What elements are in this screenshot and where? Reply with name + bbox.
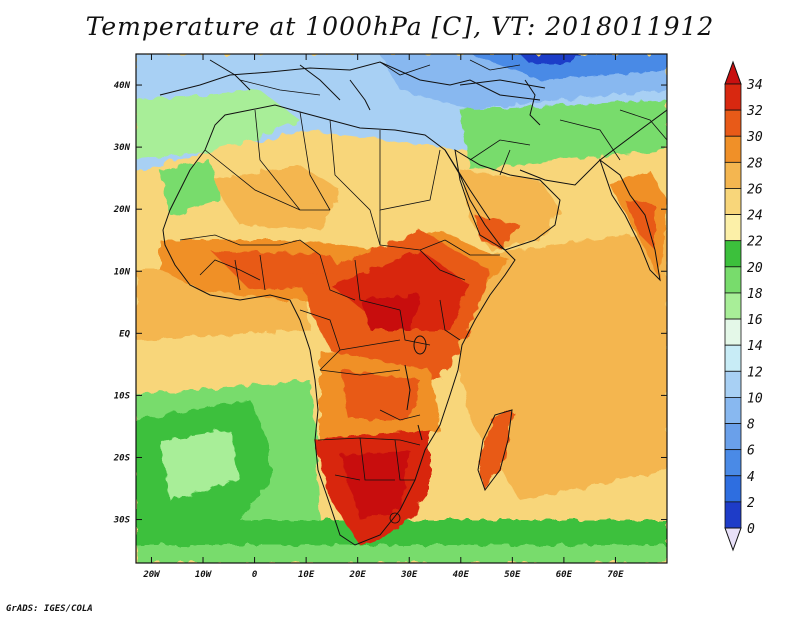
colorbar-bin [724,161,742,189]
colorbar-label: 30 [746,130,763,145]
country-borders [179,59,667,524]
colorbar-label: 6 [747,444,755,459]
colorbar-bin [724,475,742,503]
colorbar-label: 10 [747,391,763,406]
x-tick-label: 20W [142,570,161,580]
colorbar-label: 4 [747,470,755,485]
colorbar-label: 24 [747,209,763,224]
colorbar-max-triangle [724,60,742,85]
colorbar-bin [724,266,742,294]
colorbar-label: 2 [747,496,755,511]
y-tick-label: EQ [119,329,130,339]
temperature-field [136,54,667,563]
colorbar-bin [724,397,742,424]
plot-frame [135,53,668,564]
colorbar-label: 32 [746,104,763,119]
colorbar-label: 18 [747,287,763,302]
x-tick-label: 70E [607,570,624,580]
colorbar-label: 12 [747,365,763,380]
colorbar-label: 34 [746,78,763,93]
colorbar-min-triangle [724,527,742,552]
colorbar-bin [724,135,742,163]
axis-ticks [136,54,667,563]
colorbar-label: 14 [747,339,763,354]
colorbar-bin [724,423,742,451]
colorbar-label: 0 [747,522,755,537]
colorbar-label: 20 [747,261,763,276]
y-tick-label: 40N [114,81,131,91]
colorbar-bin [724,318,742,346]
colorbar-bin [724,188,742,215]
y-tick-label: 20N [113,205,131,215]
x-tick-label: 20E [349,570,367,580]
x-axis-labels: 20W 10W 0 10E 20E 30E 40E 50E 60E 70E [142,570,624,580]
colorbar-bin [724,109,742,137]
colorbar-bin [724,344,742,372]
x-tick-label: 30E [400,570,418,580]
colorbar-bin [724,83,742,111]
colorbar-label: 16 [747,313,763,328]
y-tick-label: 10S [114,391,131,401]
x-tick-label: 40E [453,570,470,580]
colorbar-bin [724,449,742,477]
colorbar-label: 22 [747,235,763,250]
colorbar-bin [724,292,742,320]
colorbar-bin [724,370,742,398]
x-tick-label: 50E [504,570,521,580]
x-tick-label: 0 [252,570,258,580]
y-tick-label: 30N [113,143,131,153]
x-tick-label: 10E [298,570,315,580]
grads-credit: GrADS: IGES/COLA [6,604,93,614]
colorbar-bin [724,214,742,242]
colorbar-label: 28 [747,156,763,171]
map-plot-area [136,54,667,563]
map-title: Temperature at 1000hPa [C], VT: 20180119… [85,12,715,41]
coastlines [159,59,667,546]
colorbar-label: 26 [747,182,763,197]
colorbar-label: 8 [747,418,755,433]
y-axis-labels: 40N 30N 20N 10N EQ 10S 20S 30S [113,81,131,526]
y-tick-label: 10N [114,267,131,277]
x-tick-label: 60E [556,570,573,580]
colorbar-bin [724,240,742,268]
colorbar-bin [724,501,742,529]
y-tick-label: 20S [113,453,131,463]
y-tick-label: 30S [113,516,131,526]
x-tick-label: 10W [195,570,213,580]
